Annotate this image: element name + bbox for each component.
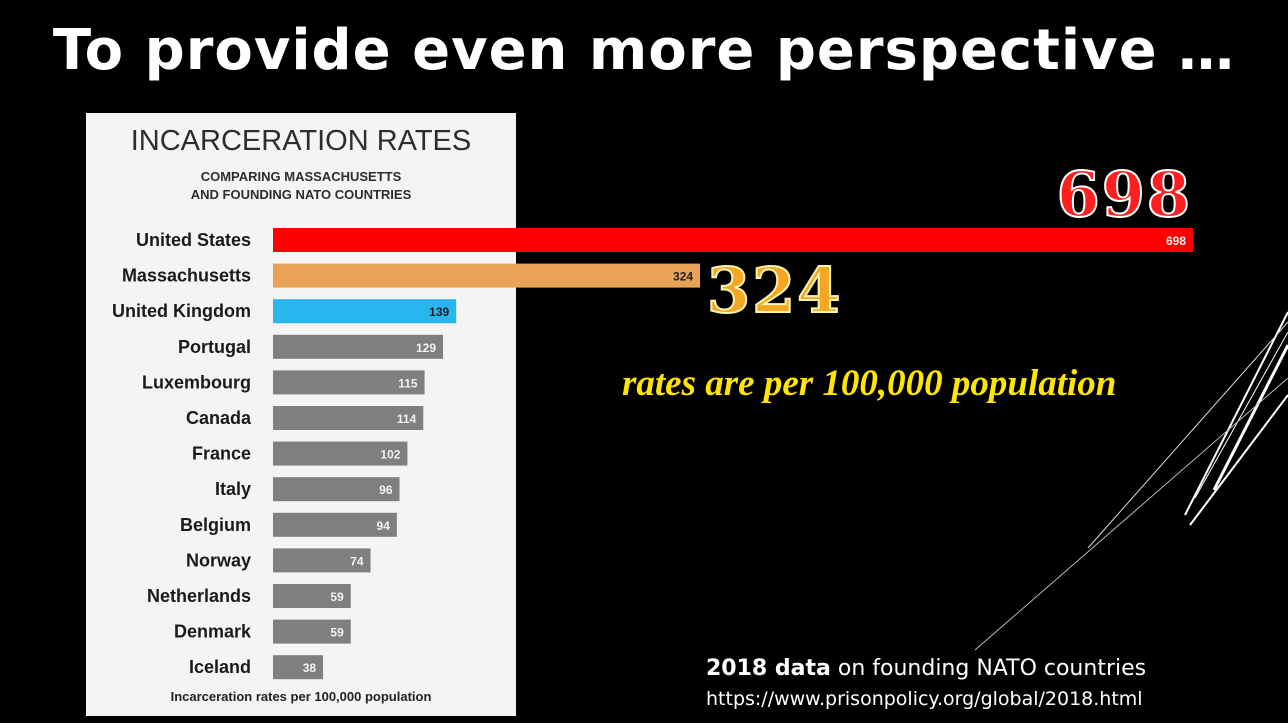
deco-line [1194, 331, 1288, 499]
source-bold: 2018 data [706, 656, 831, 681]
deco-line [974, 377, 1288, 651]
deco-line [1087, 321, 1288, 549]
bar-value-label: 698 [1166, 234, 1186, 248]
source-url: https://www.prisonpolicy.org/global/2018… [706, 688, 1143, 710]
deco-line [1212, 344, 1288, 491]
chart-title: INCARCERATION RATES [130, 125, 472, 157]
source-line: 2018 data on founding NATO countries [706, 656, 1146, 681]
chart-panel: INCARCERATION RATES COMPARING MASSACHUSE… [86, 113, 516, 716]
chart-subtitle-line1: COMPARING MASSACHUSETTS [200, 169, 402, 184]
deco-line [1189, 394, 1288, 526]
rates-note: rates are per 100,000 population [622, 363, 1117, 404]
us-highlight-value: 698 [1056, 157, 1192, 232]
ma-highlight-value: 324 [706, 253, 843, 328]
chart-footer: Incarceration rates per 100,000 populati… [170, 689, 432, 704]
slide-title: To provide even more perspective … [52, 18, 1236, 83]
chart-subtitle-line2: AND FOUNDING NATO COUNTRIES [190, 187, 412, 202]
source-text: on founding NATO countries [837, 656, 1147, 681]
bar-value-label: 324 [673, 270, 693, 284]
deco-line [1184, 311, 1288, 516]
